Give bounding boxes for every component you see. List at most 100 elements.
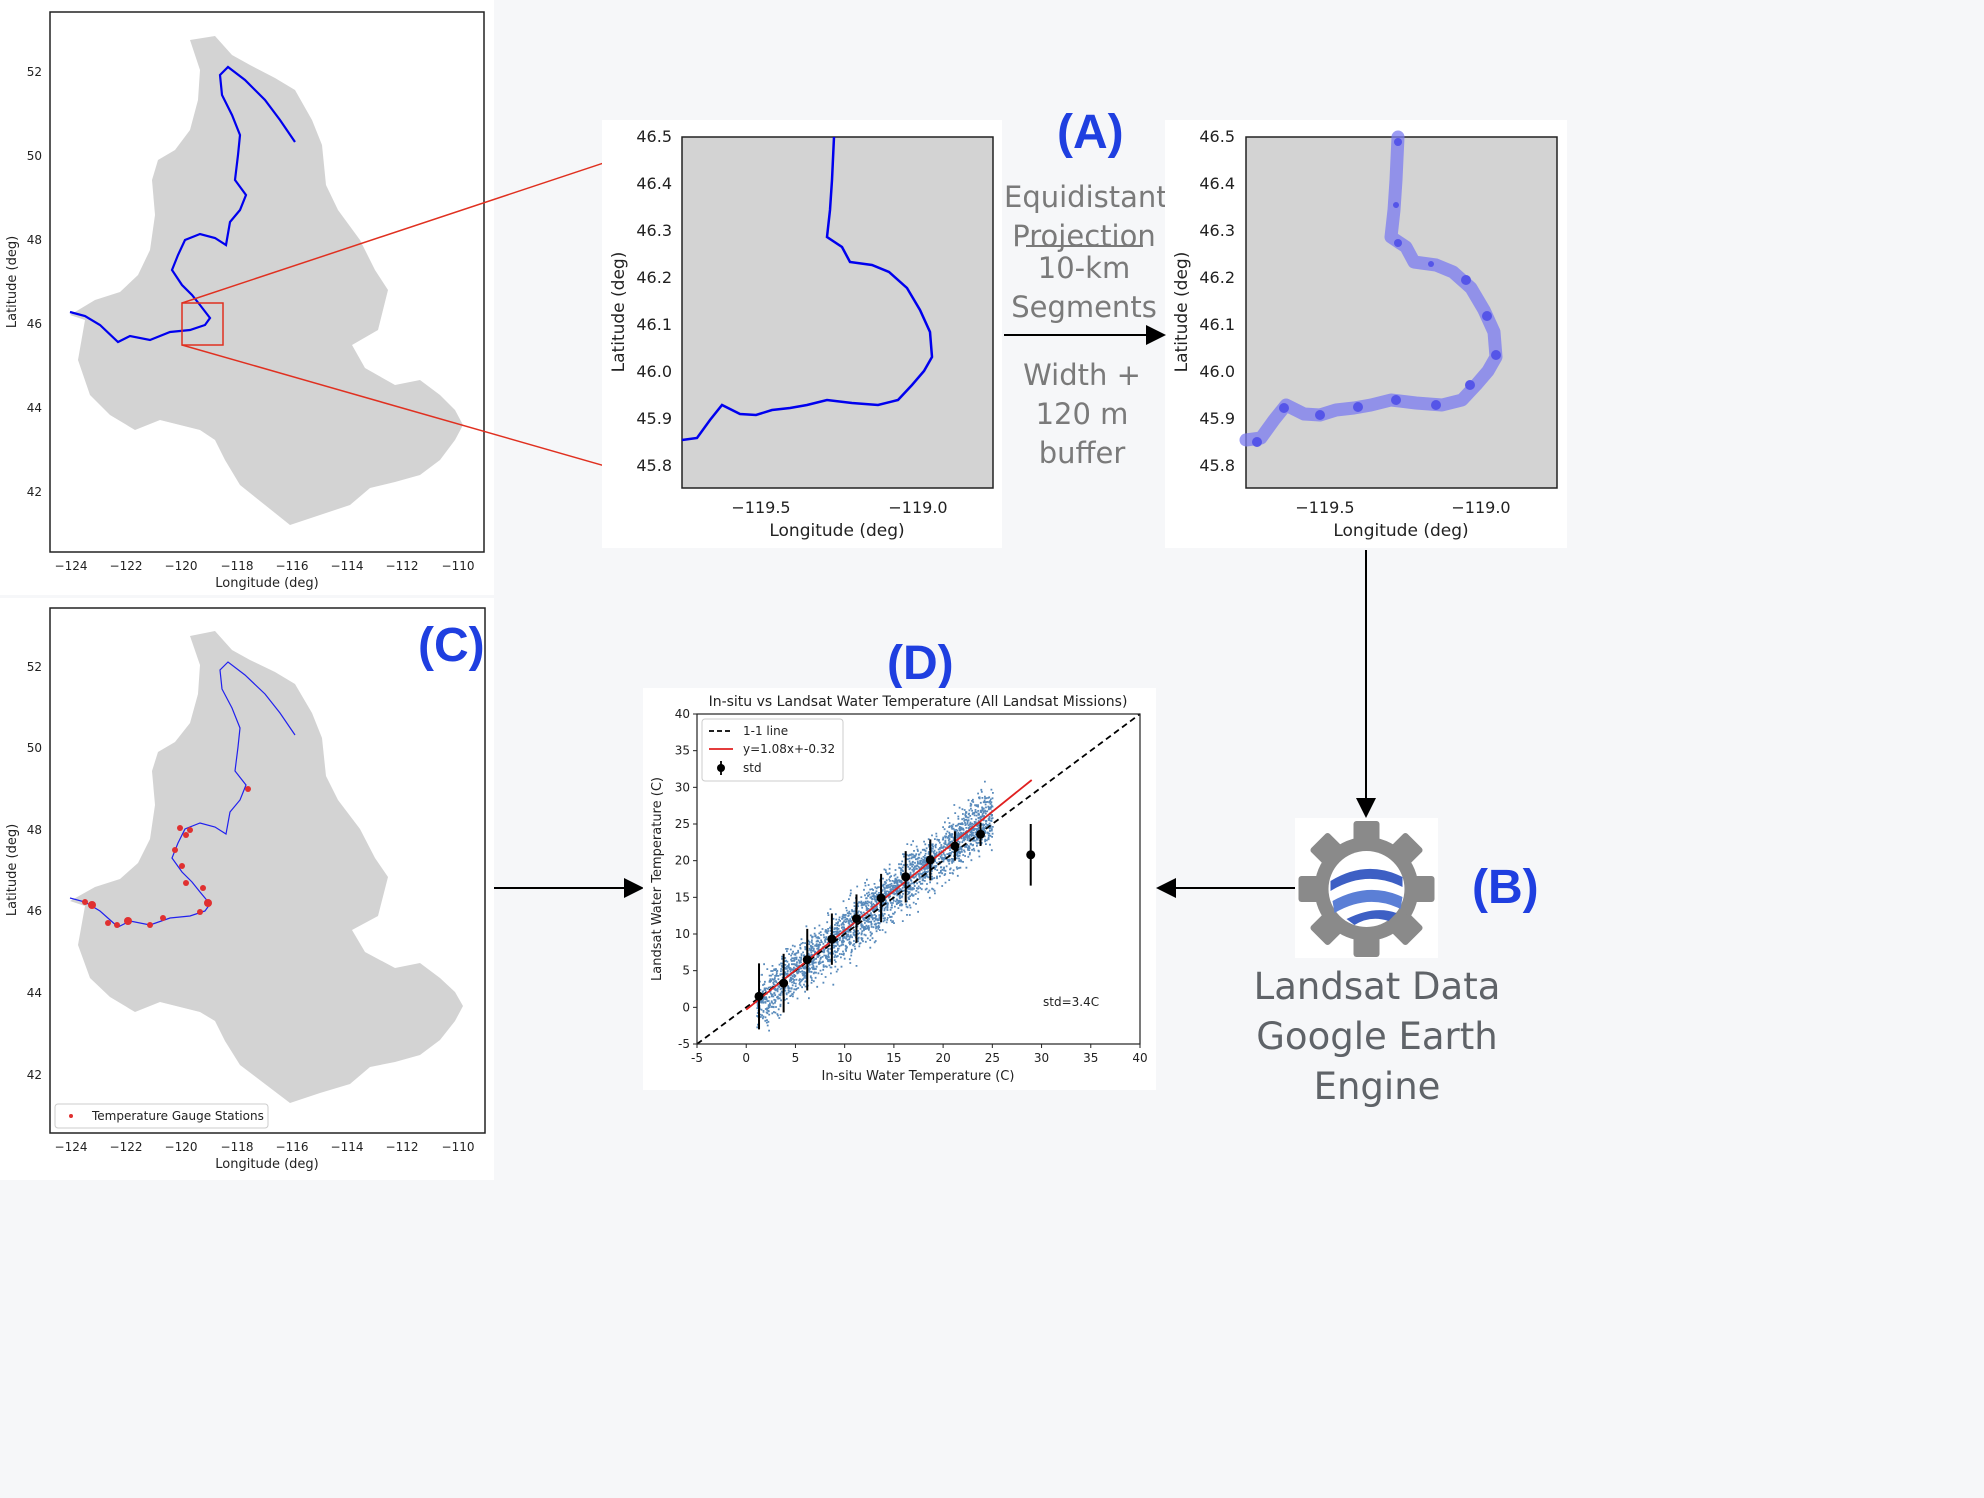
overview-xtick-label: −114 xyxy=(331,559,364,573)
zoom-raw-xlabel: Longitude (deg) xyxy=(769,521,904,541)
x-tick-label: -5 xyxy=(691,1051,703,1065)
std-mean-point xyxy=(851,914,861,924)
basin-outline xyxy=(70,631,463,1103)
zoom-segments-xticks: −119.5 −119.0 xyxy=(1295,498,1510,517)
gauge-xtick-label: −112 xyxy=(386,1140,419,1154)
zoom-raw-ytick-label: 46.1 xyxy=(636,315,672,334)
std-mean-point xyxy=(901,872,911,882)
segment-node xyxy=(1394,239,1402,247)
segment-node xyxy=(1491,350,1501,360)
x-tick-label: 30 xyxy=(1034,1051,1049,1065)
std-mean-point xyxy=(925,855,935,865)
zoom-segments-svg: 46.5 46.4 46.3 46.2 46.1 46.0 45.9 45.8 … xyxy=(1172,127,1558,541)
x-tick-label: 25 xyxy=(985,1051,1000,1065)
gauge-legend-box xyxy=(54,1103,269,1129)
segment-node xyxy=(1461,275,1471,285)
scatter-panel: -5 0 5 10 15 20 25 30 35 40 -5 0 5 10 15 20 25 30 35 40 In-… xyxy=(643,688,1156,1090)
overview-xtick-label: −124 xyxy=(55,559,88,573)
y-tick-label: 15 xyxy=(675,890,690,904)
chart-legend: 1-1 line y=1.08x+-0.32 std xyxy=(701,718,844,782)
segment-node xyxy=(1393,202,1399,208)
std-mean-point xyxy=(802,955,812,965)
step-a-line1: Equidistant xyxy=(1004,180,1168,214)
std-mean-point xyxy=(950,841,960,851)
gauge-station-marker xyxy=(183,832,189,838)
zoom-segments-ylabel: Latitude (deg) xyxy=(1172,252,1192,373)
gauge-xtick-label: −120 xyxy=(165,1140,198,1154)
x-tick-label: 35 xyxy=(1083,1051,1098,1065)
zoom-segments-ytick-label: 45.8 xyxy=(1199,456,1235,475)
columbia-river-thin xyxy=(69,661,296,928)
overview-ytick-label: 48 xyxy=(27,233,42,247)
gauge-xtick-label: −122 xyxy=(110,1140,143,1154)
gauge-station-marker xyxy=(105,920,111,926)
zoom-raw-ytick-label: 45.8 xyxy=(636,456,672,475)
zoom-raw-ylabel: Latitude (deg) xyxy=(609,252,629,373)
overview-ytick-label: 46 xyxy=(27,317,42,331)
gauge-xtick-label: −110 xyxy=(442,1140,475,1154)
google-earth-engine-icon xyxy=(1298,821,1435,957)
step-a-line4: Segments xyxy=(1011,290,1157,324)
x-tick-label: 10 xyxy=(837,1051,852,1065)
y-tick-label: 10 xyxy=(675,927,690,941)
segment-node xyxy=(1252,437,1262,447)
gauge-yticks: 42 44 46 48 50 52 xyxy=(27,660,42,1082)
overview-xtick-label: −118 xyxy=(221,559,254,573)
zoom-segments-ytick-label: 46.2 xyxy=(1199,268,1235,287)
zoom-raw-xtick-label: −119.0 xyxy=(888,498,947,517)
step-a-divider xyxy=(1026,245,1143,247)
x-tick-label: 40 xyxy=(1132,1051,1147,1065)
step-a-line6: buffer xyxy=(1038,436,1126,470)
overview-xticks: −124 −122 −120 −118 −116 −114 −112 −110 xyxy=(55,559,475,573)
gauge-station-marker xyxy=(204,899,212,907)
legend-std-swatch-dot xyxy=(717,764,725,772)
regression-fit-line xyxy=(745,779,1033,1011)
chart-ylabel: Landsat Water Temperature (C) xyxy=(650,777,665,981)
segment-node xyxy=(1431,400,1441,410)
scatter-frame xyxy=(696,713,1141,1045)
overview-xtick-label: −112 xyxy=(386,559,419,573)
panel-label-a: (A) xyxy=(1057,106,1124,159)
gauge-ytick-label: 46 xyxy=(27,904,42,918)
zoom-segments-xtick-label: −119.5 xyxy=(1295,498,1354,517)
std-mean-point xyxy=(754,991,764,1001)
chart-annotation-std: std=3.4C xyxy=(1043,995,1099,1009)
panel-label-c: (C) xyxy=(418,619,485,672)
gauge-station-marker xyxy=(177,825,183,831)
overview-ytick-label: 44 xyxy=(27,401,42,415)
zoom-segments-ytick-label: 45.9 xyxy=(1199,409,1235,428)
x-tick-label: 5 xyxy=(792,1051,800,1065)
gauge-legend: Temperature Gauge Stations xyxy=(54,1103,269,1129)
zoom-segments-xtick-label: −119.0 xyxy=(1451,498,1510,517)
zoom-raw-ytick-label: 46.3 xyxy=(636,221,672,240)
gauge-ytick-label: 52 xyxy=(27,660,42,674)
overview-xtick-label: −122 xyxy=(110,559,143,573)
gauge-station-marker xyxy=(187,827,193,833)
legend-fit-label: y=1.08x+-0.32 xyxy=(743,742,835,756)
legend-std-label: std xyxy=(743,761,762,775)
buffered-river-segments xyxy=(1239,130,1503,447)
std-mean-point xyxy=(1026,850,1036,860)
gauge-station-marker xyxy=(124,917,132,925)
gauge-ylabel: Latitude (deg) xyxy=(5,824,20,916)
overview-map-panel: 42 44 46 48 50 52 −124 −122 −120 −118 −1… xyxy=(0,0,494,595)
zoom-raw-ytick-label: 46.5 xyxy=(636,127,672,146)
y-tick-label: 25 xyxy=(675,817,690,831)
std-mean-point xyxy=(827,934,837,944)
segment-node xyxy=(1428,261,1434,267)
std-mean-point xyxy=(779,978,789,988)
gauge-map-panel: Temperature Gauge Stations 42 44 46 48 5… xyxy=(0,598,494,1180)
step-a-line2: Projection xyxy=(1012,219,1156,253)
zoom-raw-frame xyxy=(681,136,994,489)
zoom-segments-yticks: 46.5 46.4 46.3 46.2 46.1 46.0 45.9 45.8 xyxy=(1199,127,1235,475)
segment-node xyxy=(1315,410,1325,420)
zoom-raw-panel: 46.5 46.4 46.3 46.2 46.1 46.0 45.9 45.8 … xyxy=(602,120,1002,548)
gauge-ytick-label: 44 xyxy=(27,986,42,1000)
overview-xlabel: Longitude (deg) xyxy=(215,576,318,591)
gauge-station-marker xyxy=(245,786,251,792)
overview-ytick-label: 42 xyxy=(27,485,42,499)
gauge-map-svg: Temperature Gauge Stations 42 44 46 48 5… xyxy=(5,607,486,1172)
zoom-segments-xlabel: Longitude (deg) xyxy=(1333,521,1468,541)
gauge-station-marker xyxy=(172,847,178,853)
step-a-line3: 10-km xyxy=(1037,251,1131,285)
